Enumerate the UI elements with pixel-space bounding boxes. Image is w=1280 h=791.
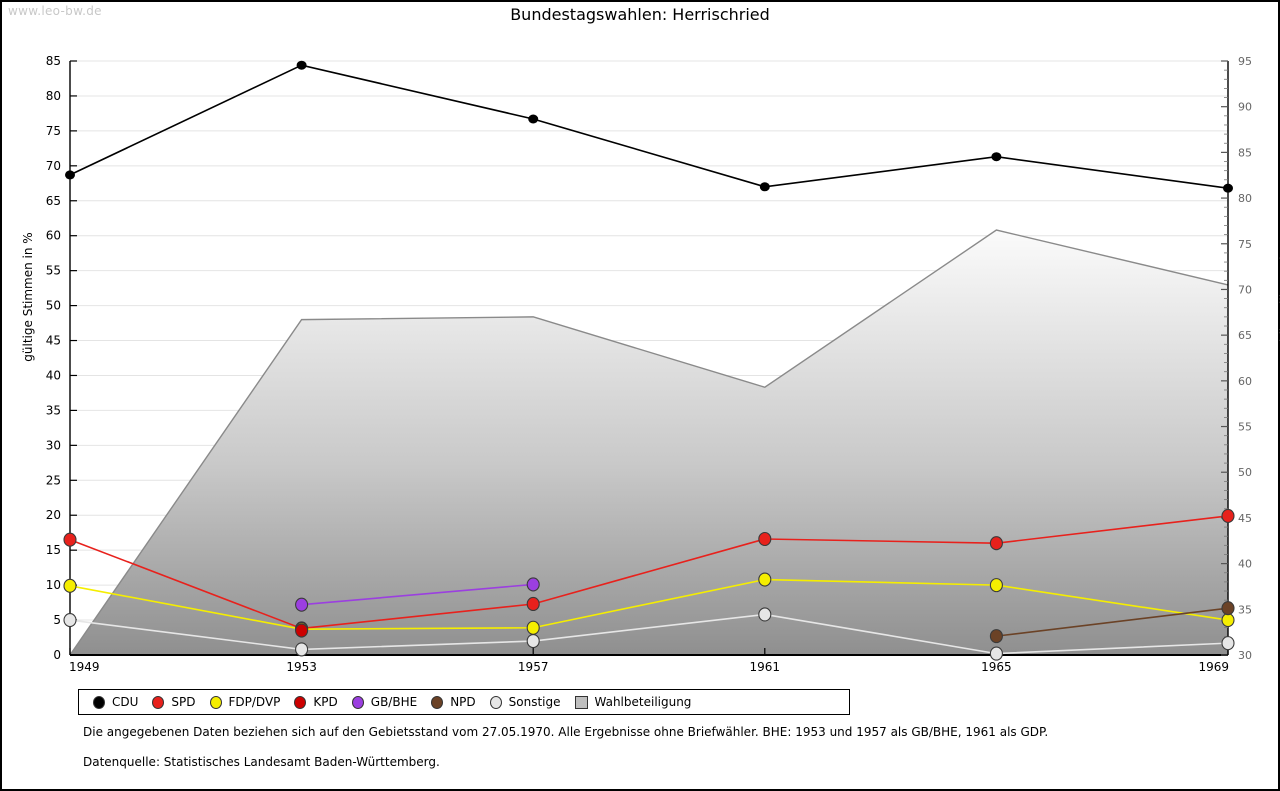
legend-diamond-icon: [294, 695, 307, 709]
legend-item-gb-bhe[interactable]: GB/BHE: [351, 695, 418, 709]
svg-text:90: 90: [1238, 101, 1252, 114]
legend-label: KPD: [313, 695, 338, 709]
legend-item-spd[interactable]: SPD: [152, 695, 196, 709]
y-axis-left-ticks: 0 5 10 15 20 25 30 35 40 45 50 55 60 65 70 75 80 85: [46, 54, 61, 662]
note-gebietsstand: Die angegebenen Daten beziehen sich auf …: [83, 725, 1049, 739]
svg-text:1965: 1965: [981, 660, 1012, 674]
svg-text:40: 40: [1238, 558, 1252, 571]
svg-text:1969: 1969: [1198, 660, 1229, 674]
legend-diamond-icon: [489, 695, 502, 709]
legend-item-sonstige[interactable]: Sonstige: [489, 695, 561, 709]
svg-text:0: 0: [53, 648, 61, 662]
svg-text:35: 35: [1238, 603, 1252, 616]
svg-text:45: 45: [1238, 512, 1252, 525]
svg-text:85: 85: [46, 54, 61, 68]
legend-item-kpd[interactable]: KPD: [294, 695, 338, 709]
legend-square-icon: [574, 695, 588, 709]
svg-text:1953: 1953: [286, 660, 317, 674]
svg-text:60: 60: [1238, 375, 1252, 388]
svg-text:30: 30: [46, 438, 61, 452]
svg-text:45: 45: [46, 334, 61, 348]
svg-text:1949: 1949: [69, 660, 100, 674]
svg-text:35: 35: [46, 403, 61, 417]
legend-label: CDU: [112, 695, 139, 709]
wahlbeteiligung-area: [69, 229, 1229, 656]
svg-text:65: 65: [1238, 329, 1252, 342]
svg-text:40: 40: [46, 368, 61, 382]
legend-diamond-icon: [93, 695, 105, 709]
legend-label: NPD: [450, 695, 476, 709]
legend-diamond-icon: [152, 695, 165, 709]
x-axis-ticks: 1949 1953 1957 1961 1965 1969: [69, 660, 1229, 674]
watermark: www.leo-bw.de: [8, 4, 102, 18]
svg-text:65: 65: [46, 194, 61, 208]
legend-label: SPD: [171, 695, 196, 709]
axis-lines: [69, 60, 1229, 656]
legend-item-wahlbeteiligung[interactable]: Wahlbeteiligung: [574, 695, 692, 709]
legend-diamond-icon: [351, 695, 364, 709]
svg-text:10: 10: [46, 578, 61, 592]
svg-text:15: 15: [46, 543, 61, 557]
svg-text:80: 80: [46, 89, 61, 103]
svg-text:70: 70: [46, 159, 61, 173]
legend-label: FDP/DVP: [228, 695, 281, 709]
legend-item-fdp-dvp[interactable]: FDP/DVP: [209, 695, 281, 709]
svg-text:95: 95: [1238, 55, 1252, 68]
legend-label: Wahlbeteiligung: [594, 695, 692, 709]
svg-text:50: 50: [46, 299, 61, 313]
svg-text:70: 70: [1238, 283, 1252, 296]
svg-text:5: 5: [53, 613, 61, 627]
legend-label: Sonstige: [508, 695, 561, 709]
svg-text:55: 55: [1238, 421, 1252, 434]
legend-item-npd[interactable]: NPD: [431, 695, 476, 709]
chart-notes: Die angegebenen Daten beziehen sich auf …: [83, 725, 1183, 785]
svg-text:80: 80: [1238, 192, 1252, 205]
page-title: Bundestagswahlen: Herrischried: [510, 5, 770, 24]
svg-text:75: 75: [46, 124, 61, 138]
legend-label: GB/BHE: [370, 695, 418, 709]
svg-text:1961: 1961: [750, 660, 781, 674]
frame-border-bottom: [0, 789, 1280, 791]
svg-text:25: 25: [46, 473, 61, 487]
frame-border-left: [0, 0, 2, 791]
svg-text:60: 60: [46, 229, 61, 243]
y-axis-right-ticks: 30 35 40 45 50 55 60 65 70 75 80 85 90 95: [1238, 55, 1252, 662]
frame-border-right: [1278, 0, 1280, 791]
note-datenquelle: Datenquelle: Statistisches Landesamt Bad…: [83, 755, 440, 769]
svg-text:55: 55: [46, 264, 61, 278]
legend-item-cdu[interactable]: CDU: [93, 695, 138, 709]
svg-text:85: 85: [1238, 146, 1252, 159]
svg-text:30: 30: [1238, 649, 1252, 662]
legend-diamond-icon: [431, 695, 444, 709]
svg-text:50: 50: [1238, 466, 1252, 479]
legend-diamond-icon: [209, 695, 222, 709]
chart-legend: CDU SPD FDP/DVP KPD GB/BHE NPD Sonstige Wahlbet…: [78, 689, 850, 715]
svg-text:75: 75: [1238, 238, 1252, 251]
svg-text:1957: 1957: [518, 660, 549, 674]
svg-text:20: 20: [46, 508, 61, 522]
frame-border-top: [0, 0, 1280, 2]
series-lines: [63, 60, 1235, 661]
